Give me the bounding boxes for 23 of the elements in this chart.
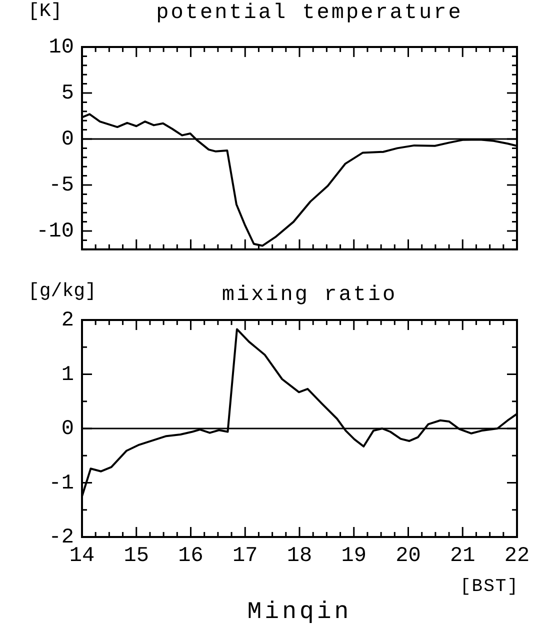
chart-title: potential temperature	[155, 2, 464, 25]
x-axis-title: [BST]	[460, 577, 519, 597]
chart-title: mixing ratio	[222, 284, 398, 307]
x-tick-label: 16	[178, 545, 204, 568]
y-tick-label: 10	[48, 36, 74, 60]
x-tick-label: 17	[232, 545, 258, 568]
y-axis-title: [K]	[28, 0, 62, 22]
x-tick-label: 15	[124, 545, 149, 568]
y-tick-label: -10	[36, 220, 74, 244]
x-tick-label: 19	[341, 545, 366, 568]
x-tick-label: 18	[286, 545, 312, 568]
y-tick-label: 0	[61, 128, 74, 152]
text: Minqin	[246, 599, 353, 626]
y-axis-title: [g/kg]	[28, 280, 96, 302]
y-tick-label: 1	[61, 364, 74, 387]
y-tick-label: 5	[61, 82, 74, 106]
x-tick-label: 21	[450, 545, 476, 568]
x-tick-label: 22	[504, 545, 530, 568]
y-tick-label: 2	[61, 310, 74, 333]
y-tick-label: -1	[48, 472, 74, 496]
y-tick-label: -5	[48, 174, 74, 198]
x-tick-label: 20	[396, 545, 421, 568]
y-tick-label: 0	[61, 418, 74, 442]
